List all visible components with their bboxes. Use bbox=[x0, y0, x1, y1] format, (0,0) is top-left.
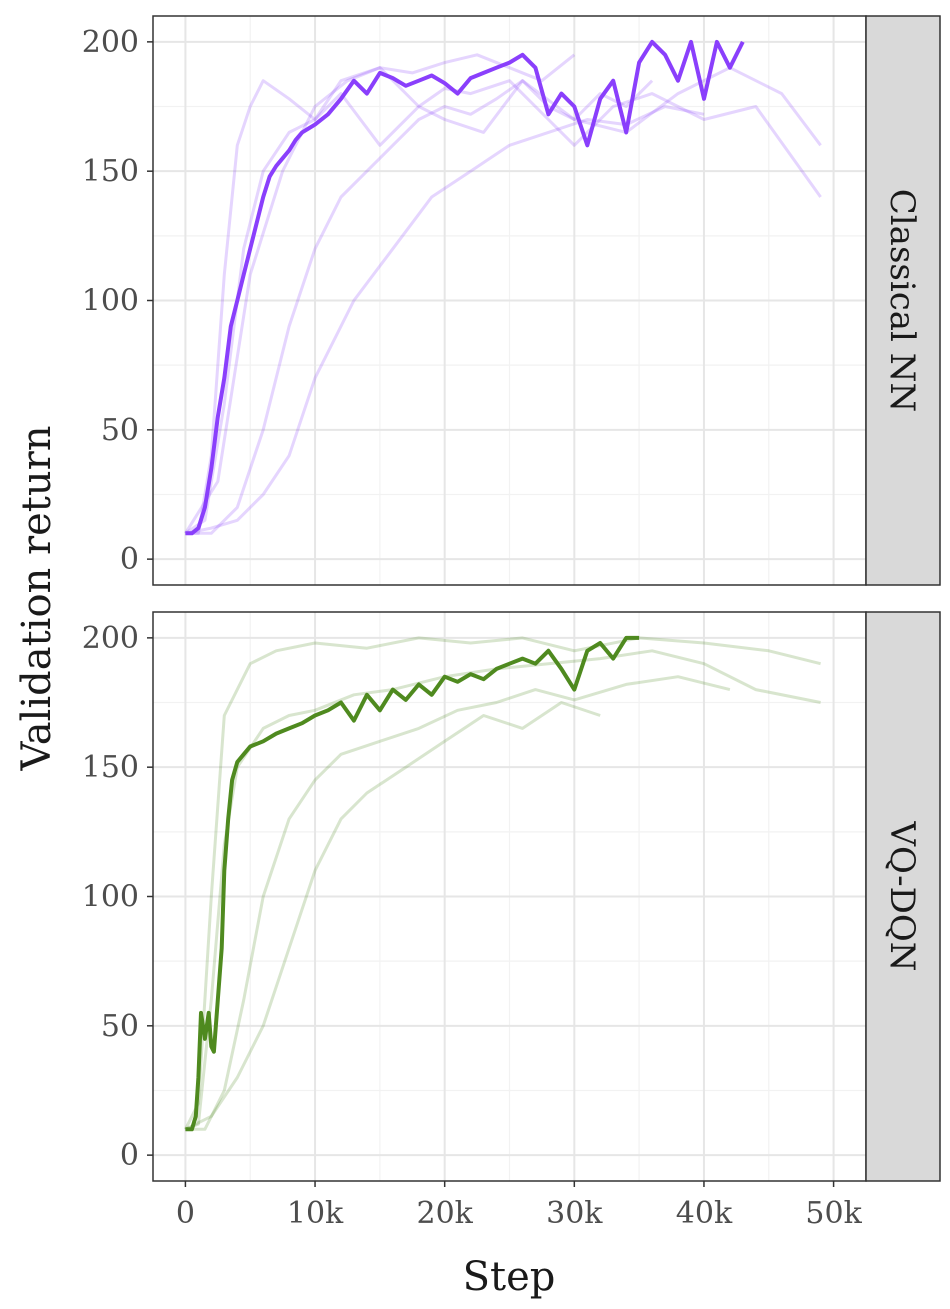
x-tick-label: 30k bbox=[546, 1196, 603, 1231]
y-tick-label: 200 bbox=[82, 25, 139, 60]
x-tick-label: 20k bbox=[417, 1196, 474, 1231]
y-tick-label: 50 bbox=[101, 1009, 139, 1044]
x-axis-title: Step bbox=[463, 1254, 556, 1300]
series-line-background bbox=[184, 53, 576, 535]
y-tick-label: 50 bbox=[101, 413, 139, 448]
facet-strip bbox=[865, 611, 941, 1182]
x-tick-label: 50k bbox=[805, 1196, 862, 1231]
facet-strip-label: VQ-DQN bbox=[882, 820, 922, 971]
panel-classical-nn: 0 50 100 150 200 Classical NN bbox=[82, 15, 941, 586]
y-tick-label: 200 bbox=[82, 621, 139, 656]
series-line-background bbox=[184, 701, 601, 1131]
y-tick-label: 150 bbox=[82, 154, 139, 189]
series-line-background bbox=[184, 649, 821, 1131]
panel-vq-dqn: 0 50 100 150 200 VQ-DQN bbox=[82, 611, 941, 1182]
series-line-background bbox=[184, 636, 821, 1130]
y-tick-label: 100 bbox=[82, 284, 139, 319]
series-line-highlighted bbox=[185, 39, 745, 536]
series-line-background bbox=[185, 105, 705, 535]
series-line-background bbox=[184, 66, 822, 535]
x-tick-label: 40k bbox=[676, 1196, 733, 1231]
y-axis-title: Validation return bbox=[14, 425, 60, 771]
y-tick-label: 0 bbox=[120, 1138, 139, 1173]
series-line-highlighted bbox=[185, 635, 640, 1132]
x-axis: 0 10k 20k 30k 40k 50k bbox=[176, 1181, 863, 1231]
y-tick-label: 0 bbox=[120, 542, 139, 577]
y-tick-label: 150 bbox=[82, 750, 139, 785]
x-tick-label: 0 bbox=[176, 1196, 195, 1231]
series-line-background bbox=[185, 66, 822, 535]
facet-strip bbox=[865, 15, 941, 586]
facet-strip-label: Classical NN bbox=[882, 189, 922, 412]
series-line-background bbox=[185, 79, 654, 535]
x-tick-label: 10k bbox=[287, 1196, 344, 1231]
y-tick-label: 100 bbox=[82, 880, 139, 915]
series-line-background bbox=[185, 675, 731, 1131]
